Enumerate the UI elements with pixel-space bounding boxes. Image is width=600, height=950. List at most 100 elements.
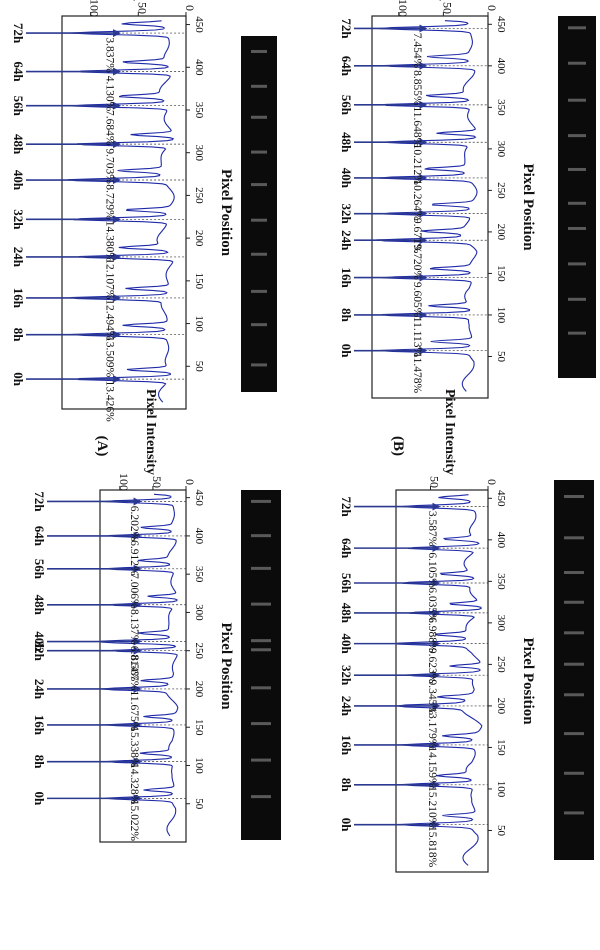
panel-label: (A) xyxy=(94,436,110,457)
y-tick-label: 0 xyxy=(183,5,197,11)
x-tick-label: 250 xyxy=(193,187,205,204)
y-tick-label: 0 xyxy=(485,5,499,11)
percent-label: 12.107% xyxy=(104,258,116,300)
percent-label: 11.113% xyxy=(411,317,423,358)
gel-band xyxy=(251,49,267,53)
percent-label: 6.105% xyxy=(426,552,438,588)
x-tick-label: 50 xyxy=(193,361,205,373)
percent-label: 3.587% xyxy=(426,511,438,547)
gel-band xyxy=(251,795,271,799)
percent-label: 6.202% xyxy=(128,506,140,542)
chart-panel-3: 50 100 150 200 250 300 350 400 450 0 50 100 Pixel In… xyxy=(11,0,277,422)
time-label-32h: 32h xyxy=(11,209,26,230)
percent-label: 10.212% xyxy=(411,144,423,186)
gel-band xyxy=(251,602,271,606)
x-tick-label: 400 xyxy=(193,59,205,76)
y-tick-label: 50 xyxy=(135,2,149,14)
percent-label: 9.720% xyxy=(411,244,423,280)
gel-band xyxy=(568,297,586,301)
gel-band xyxy=(568,98,586,102)
percent-label: 13.179% xyxy=(426,707,438,749)
time-label-48h: 48h xyxy=(339,603,354,624)
percent-label: 11.675% xyxy=(128,691,140,732)
x-tick-label: 50 xyxy=(193,798,205,810)
time-label-0h: 0h xyxy=(339,818,354,833)
percent-label: 3.837% xyxy=(104,37,116,73)
gel-band xyxy=(564,771,584,775)
x-tick-label: 150 xyxy=(495,265,507,282)
chart-panel-1: 50 100 150 200 250 300 350 400 450 0 50 100 Pixel In… xyxy=(32,389,281,843)
percent-label: 15.338% xyxy=(128,726,140,768)
time-label-8h: 8h xyxy=(32,755,47,770)
percent-label: 15.210% xyxy=(426,786,438,828)
gel-band xyxy=(251,363,267,367)
time-label-56h: 56h xyxy=(32,559,47,580)
intensity-trace xyxy=(67,20,175,403)
x-tick-label: 350 xyxy=(193,102,205,119)
gel-band xyxy=(564,571,584,575)
gel-band xyxy=(564,693,584,697)
gel-band xyxy=(564,811,584,815)
time-label-0h: 0h xyxy=(32,792,47,807)
time-label-64h: 64h xyxy=(11,61,26,82)
percent-label: 11.648% xyxy=(411,106,423,147)
y-axis-title: Pixel Intensity xyxy=(430,0,445,1)
gel-band xyxy=(251,686,271,690)
time-label-24h: 24h xyxy=(339,230,354,251)
time-label-40h: 40h xyxy=(11,170,26,191)
gel-band xyxy=(251,323,267,327)
time-label-72h: 72h xyxy=(339,496,354,517)
plot-frame xyxy=(61,15,187,410)
x-tick-label: 200 xyxy=(193,230,205,247)
y-tick-label: 0 xyxy=(183,479,197,485)
gel-band xyxy=(564,732,584,736)
plot-frame xyxy=(395,489,489,873)
y-tick-label: 50 xyxy=(150,476,164,488)
x-axis-title: Pixel Position xyxy=(218,622,234,710)
percent-label: 8.567% xyxy=(128,655,140,691)
percent-label: 15.818% xyxy=(426,826,438,868)
x-tick-label: 450 xyxy=(193,489,205,506)
y-axis-title: Pixel Intensity xyxy=(442,389,457,475)
time-label-48h: 48h xyxy=(32,595,47,616)
percent-label: 8.137% xyxy=(128,609,140,645)
x-axis-title: Pixel Position xyxy=(218,169,234,257)
x-tick-label: 450 xyxy=(495,16,507,33)
gel-band xyxy=(251,758,271,762)
percent-label: 9.671% xyxy=(411,218,423,254)
time-label-56h: 56h xyxy=(339,573,354,594)
time-label-0h: 0h xyxy=(11,372,26,387)
gel-band xyxy=(251,648,271,652)
gel-band xyxy=(568,26,586,30)
x-tick-label: 400 xyxy=(495,58,507,75)
intensity-trace xyxy=(376,20,478,392)
y-tick-label: 50 xyxy=(440,2,454,14)
gel-band xyxy=(564,495,584,499)
time-label-48h: 48h xyxy=(339,132,354,153)
time-label-72h: 72h xyxy=(11,23,26,44)
plot-frame xyxy=(99,489,187,843)
time-label-24h: 24h xyxy=(11,247,26,268)
gel-image xyxy=(558,16,596,378)
x-tick-label: 150 xyxy=(495,739,507,756)
time-label-72h: 72h xyxy=(339,18,354,39)
percent-label: 6.035% xyxy=(426,587,438,623)
x-tick-label: 100 xyxy=(495,307,507,324)
gel-band xyxy=(568,262,586,266)
gel-band xyxy=(251,722,271,726)
gel-band xyxy=(568,331,586,335)
time-label-0h: 0h xyxy=(339,344,354,359)
x-tick-label: 100 xyxy=(193,315,205,332)
x-axis-title: Pixel Position xyxy=(520,637,536,725)
plot-frame xyxy=(371,15,489,399)
time-label-8h: 8h xyxy=(339,778,354,793)
x-tick-label: 200 xyxy=(193,681,205,698)
time-label-40h: 40h xyxy=(339,168,354,189)
gel-band xyxy=(251,566,271,570)
x-tick-label: 300 xyxy=(193,604,205,621)
time-label-40h: 40h xyxy=(32,631,47,652)
time-label-32h: 32h xyxy=(339,204,354,225)
x-tick-label: 400 xyxy=(495,532,507,549)
x-axis-title: Pixel Position xyxy=(520,163,536,251)
